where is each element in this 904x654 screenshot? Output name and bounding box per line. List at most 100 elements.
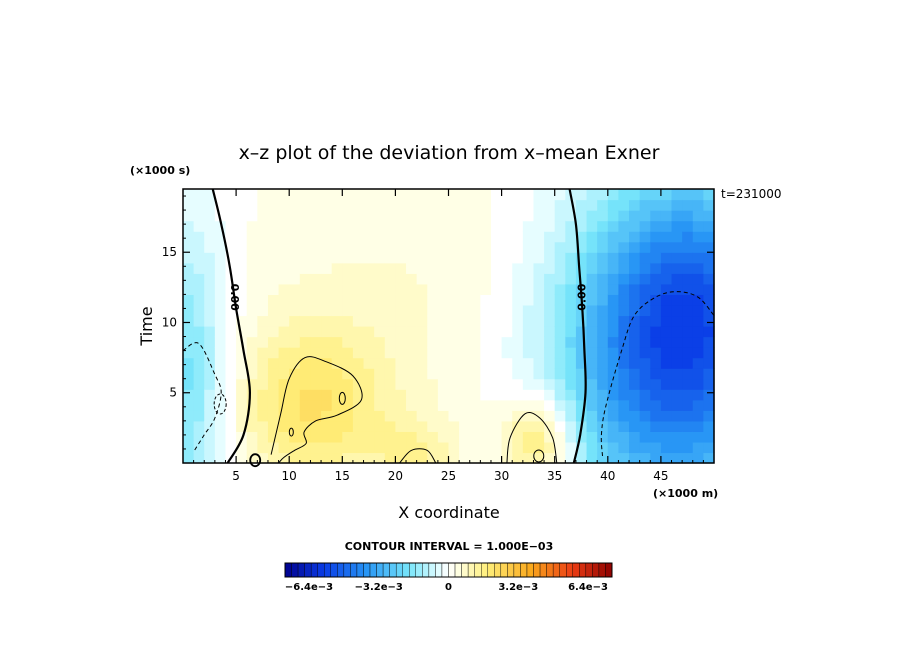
field-cell <box>650 347 662 359</box>
field-cell <box>395 420 407 432</box>
field-cell <box>342 410 354 422</box>
field-cell <box>193 368 205 380</box>
field-cell <box>183 326 195 338</box>
field-cell <box>607 273 620 285</box>
field-cell <box>437 199 450 211</box>
field-cell <box>512 336 524 348</box>
field-cell <box>459 262 471 274</box>
field-cell <box>183 199 195 211</box>
field-cell <box>321 304 333 317</box>
field-cell <box>352 283 365 295</box>
field-cell <box>437 326 450 338</box>
field-cell <box>204 220 216 232</box>
field-cell <box>703 452 715 464</box>
field-cell <box>384 231 396 243</box>
field-cell <box>597 273 609 285</box>
x-tick-label: 45 <box>653 469 668 483</box>
field-cell <box>586 389 598 401</box>
field-cell <box>618 441 630 454</box>
y-unit-label: (×1000 s) <box>130 164 190 177</box>
field-cell <box>289 441 301 454</box>
field-cell <box>522 357 535 369</box>
field-cell <box>395 262 407 274</box>
field-cell <box>183 410 195 422</box>
field-cell <box>522 368 535 380</box>
field-cell <box>342 283 354 295</box>
field-cell <box>331 420 343 432</box>
field-cell <box>660 273 673 285</box>
field-cell <box>692 294 704 306</box>
field-cell <box>225 304 237 317</box>
field-cell <box>448 410 460 422</box>
field-cell <box>533 273 545 285</box>
field-cell <box>480 315 492 327</box>
field-cell <box>629 220 641 232</box>
field-cell <box>639 326 651 338</box>
field-cell <box>565 252 577 264</box>
field-cell <box>416 368 428 380</box>
field-cell <box>416 189 428 201</box>
field-cell <box>703 315 715 327</box>
field-cell <box>321 262 333 274</box>
field-cell <box>225 410 237 422</box>
field-cell <box>575 368 588 380</box>
field-cell <box>299 452 312 464</box>
field-cell <box>448 241 460 253</box>
field-cell <box>501 389 513 401</box>
field-cell <box>490 210 503 222</box>
field-cell <box>214 420 227 432</box>
zero-contour <box>568 188 587 464</box>
field-cell <box>342 347 354 359</box>
field-cell <box>607 431 620 443</box>
field-cell <box>236 273 248 285</box>
field-cell <box>416 431 428 443</box>
field-cell <box>597 283 609 295</box>
zero-contour <box>211 188 252 464</box>
field-cell <box>544 431 556 443</box>
field-cell <box>395 357 407 369</box>
field-cell <box>682 273 694 285</box>
field-cell <box>607 410 620 422</box>
field-cell <box>406 315 418 327</box>
field-cell <box>448 389 460 401</box>
field-cell <box>416 347 428 359</box>
negative-contour <box>600 291 715 457</box>
field-cell <box>278 431 290 443</box>
colorbar-swatch <box>559 562 567 578</box>
field-cell <box>607 389 620 401</box>
field-cell <box>384 252 396 264</box>
field-cell <box>650 220 662 232</box>
field-cell <box>682 420 694 432</box>
field-cell <box>618 262 630 274</box>
field-cell <box>459 241 471 253</box>
field-cell <box>289 336 301 348</box>
field-cell <box>183 220 195 232</box>
field-cell <box>310 283 322 295</box>
y-tick-label: 10 <box>162 315 177 329</box>
y-tick-label: 15 <box>162 245 177 259</box>
field-cell <box>682 252 694 264</box>
field-cell <box>682 283 694 295</box>
field-cell <box>692 210 704 222</box>
x-tick-label: 20 <box>388 469 403 483</box>
field-cell <box>352 368 365 380</box>
field-cell <box>214 220 227 232</box>
field-cell <box>321 241 333 253</box>
field-cell <box>607 441 620 454</box>
field-cell <box>214 336 227 348</box>
field-cell <box>565 389 577 401</box>
field-cell <box>639 241 651 253</box>
field-cell <box>299 378 312 390</box>
field-cell <box>480 378 492 390</box>
field-cell <box>660 431 673 443</box>
field-cell <box>522 273 535 285</box>
field-cell <box>342 326 354 338</box>
field-cell <box>650 273 662 285</box>
field-cell <box>618 410 630 422</box>
field-cell <box>692 241 704 253</box>
field-cell <box>384 220 396 232</box>
field-cell <box>299 315 312 327</box>
field-cell <box>586 241 598 253</box>
field-cell <box>512 431 524 443</box>
field-cell <box>225 199 237 211</box>
